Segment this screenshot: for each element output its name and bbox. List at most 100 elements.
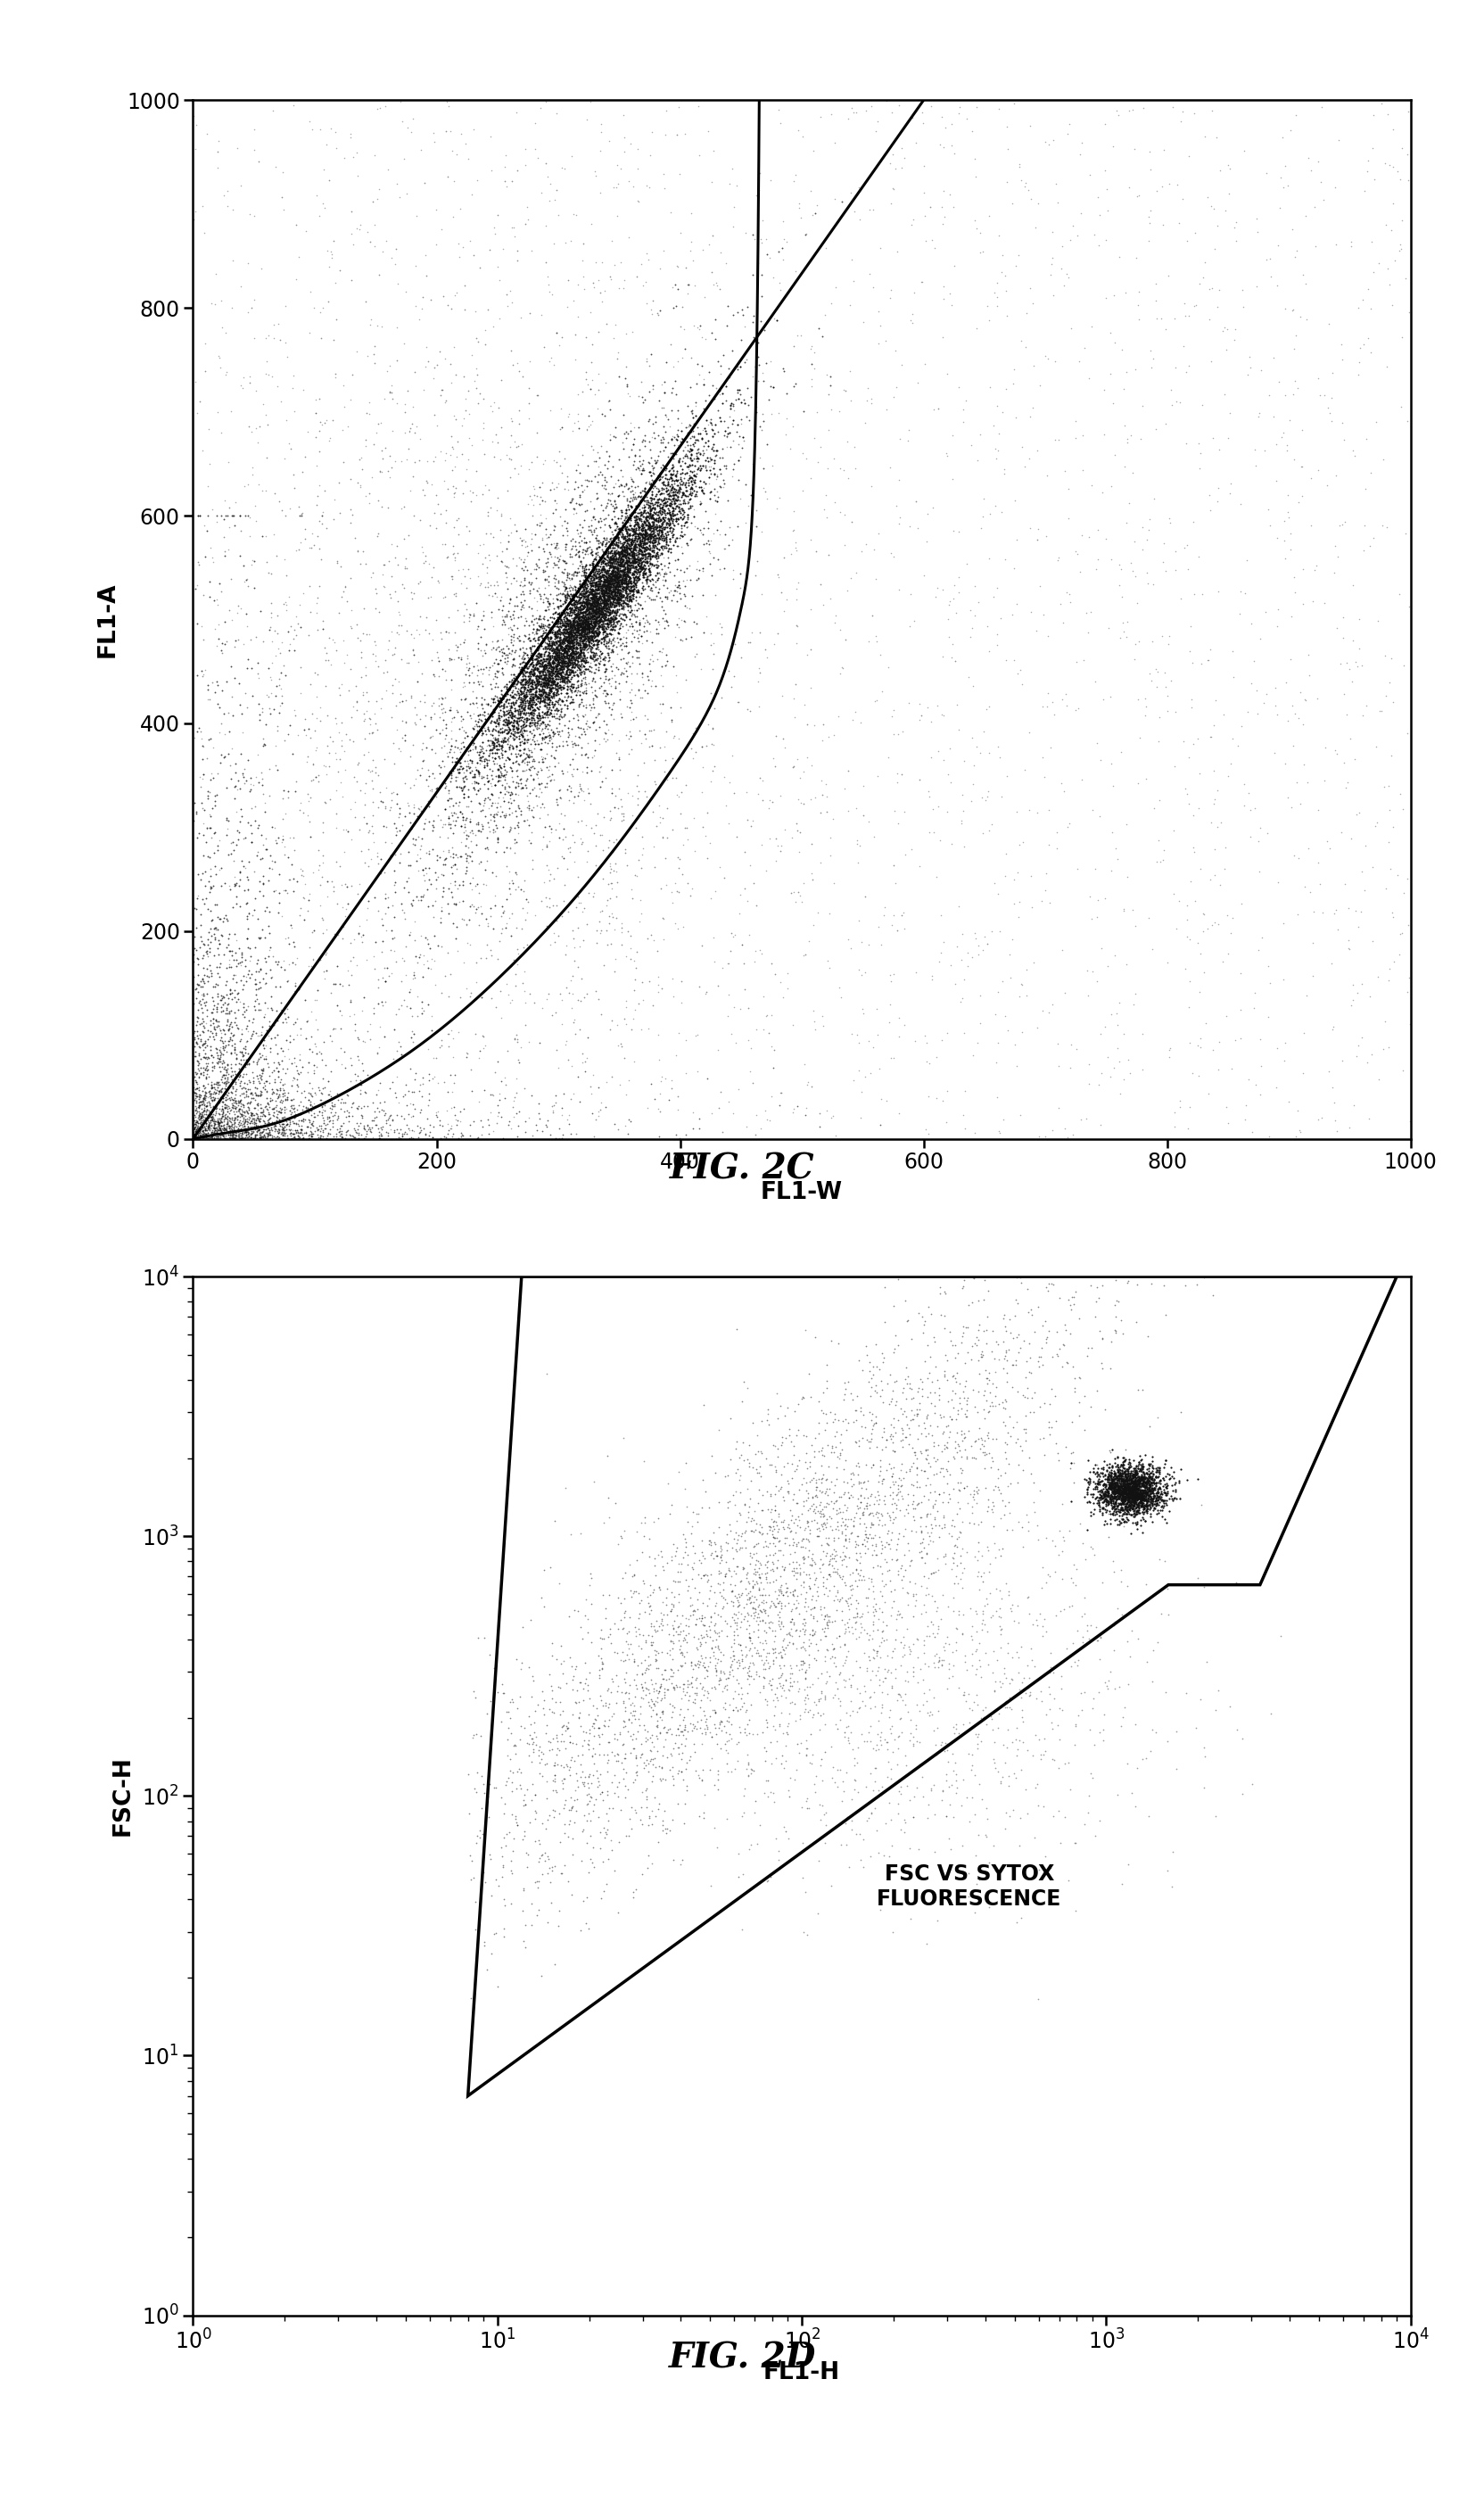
Point — [1226, 726, 1250, 766]
Point — [251, 1089, 275, 1129]
Point — [555, 618, 579, 658]
Point — [991, 1099, 1015, 1139]
Point — [708, 1527, 732, 1567]
Point — [598, 566, 622, 606]
Point — [675, 431, 699, 471]
Point — [187, 1034, 211, 1074]
Point — [865, 1730, 889, 1770]
Point — [651, 521, 675, 561]
Point — [194, 821, 218, 861]
Point — [509, 716, 533, 756]
Point — [1012, 1322, 1036, 1362]
Point — [1134, 1492, 1158, 1532]
Point — [239, 763, 263, 803]
Point — [954, 1649, 978, 1690]
Point — [582, 1705, 605, 1745]
Point — [469, 1101, 493, 1141]
Point — [683, 476, 706, 516]
Point — [843, 1422, 867, 1462]
Point — [1086, 1477, 1110, 1517]
Point — [837, 1695, 861, 1735]
Point — [705, 413, 729, 453]
Point — [705, 456, 729, 496]
Point — [258, 1056, 282, 1096]
Point — [607, 268, 631, 308]
Point — [634, 541, 657, 581]
Point — [512, 606, 536, 646]
Point — [611, 581, 635, 621]
Point — [518, 718, 542, 758]
Point — [217, 1109, 240, 1149]
Point — [558, 578, 582, 618]
Point — [812, 1612, 835, 1652]
Point — [690, 471, 714, 511]
Point — [583, 578, 607, 618]
Point — [1110, 1464, 1134, 1504]
Point — [439, 711, 463, 751]
Point — [647, 518, 671, 558]
Point — [979, 1492, 1003, 1532]
Point — [908, 1532, 932, 1572]
Point — [1095, 1452, 1119, 1492]
Point — [1009, 1897, 1033, 1937]
Point — [1031, 1717, 1055, 1757]
Point — [283, 771, 307, 811]
Point — [361, 781, 384, 821]
Point — [742, 1564, 766, 1604]
Point — [184, 1116, 208, 1156]
Point — [595, 573, 619, 613]
Point — [1126, 1487, 1150, 1527]
Point — [1122, 1454, 1146, 1494]
Point — [644, 556, 668, 596]
Point — [444, 884, 467, 924]
Point — [841, 1507, 865, 1547]
Point — [462, 813, 485, 854]
Point — [232, 1029, 255, 1069]
Point — [781, 1519, 804, 1559]
Point — [543, 636, 567, 676]
Point — [640, 496, 663, 536]
Point — [499, 1762, 522, 1802]
Point — [232, 756, 255, 796]
Point — [625, 538, 649, 578]
Point — [646, 1499, 669, 1539]
Point — [605, 573, 629, 613]
Point — [574, 616, 598, 656]
Point — [668, 1629, 692, 1670]
Point — [436, 831, 460, 871]
Point — [692, 1554, 715, 1594]
Point — [605, 506, 629, 546]
Point — [580, 1094, 604, 1134]
Point — [1120, 1479, 1144, 1519]
Point — [600, 601, 623, 641]
Point — [1126, 1469, 1150, 1509]
Point — [767, 1522, 791, 1562]
Point — [221, 1114, 245, 1154]
Point — [571, 561, 595, 601]
Point — [561, 586, 585, 626]
Point — [1193, 1642, 1217, 1682]
Point — [757, 1101, 781, 1141]
Point — [772, 1574, 795, 1614]
Point — [1110, 1479, 1134, 1519]
Point — [1033, 1267, 1057, 1307]
Point — [515, 188, 539, 228]
Point — [331, 966, 355, 1006]
Point — [984, 1639, 1008, 1680]
Point — [527, 643, 551, 683]
Point — [564, 583, 588, 623]
Point — [414, 598, 438, 638]
Point — [620, 1877, 644, 1917]
Point — [662, 616, 686, 656]
Point — [576, 621, 600, 661]
Point — [1146, 1472, 1169, 1512]
Point — [519, 731, 543, 771]
Point — [684, 1604, 708, 1644]
Point — [608, 551, 632, 591]
Point — [577, 606, 601, 646]
Point — [573, 596, 597, 636]
Point — [948, 981, 972, 1021]
Point — [568, 1514, 592, 1554]
Point — [530, 521, 554, 561]
Point — [834, 1752, 858, 1792]
